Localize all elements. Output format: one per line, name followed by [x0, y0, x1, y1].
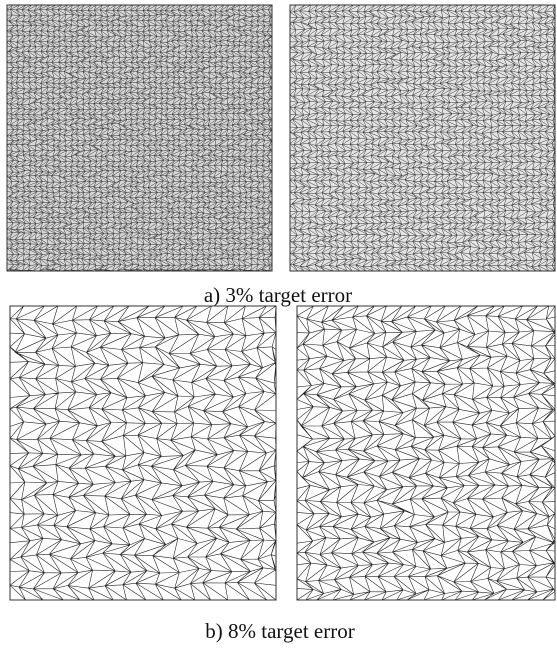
panel-bg: [297, 306, 555, 600]
mesh-figure: a) 3% target error b) 8% target error: [0, 0, 557, 648]
caption: b) 8% target error: [205, 619, 354, 643]
figure: a) 3% target error b) 8% target error: [0, 0, 557, 648]
caption: a) 3% target error: [204, 283, 352, 307]
